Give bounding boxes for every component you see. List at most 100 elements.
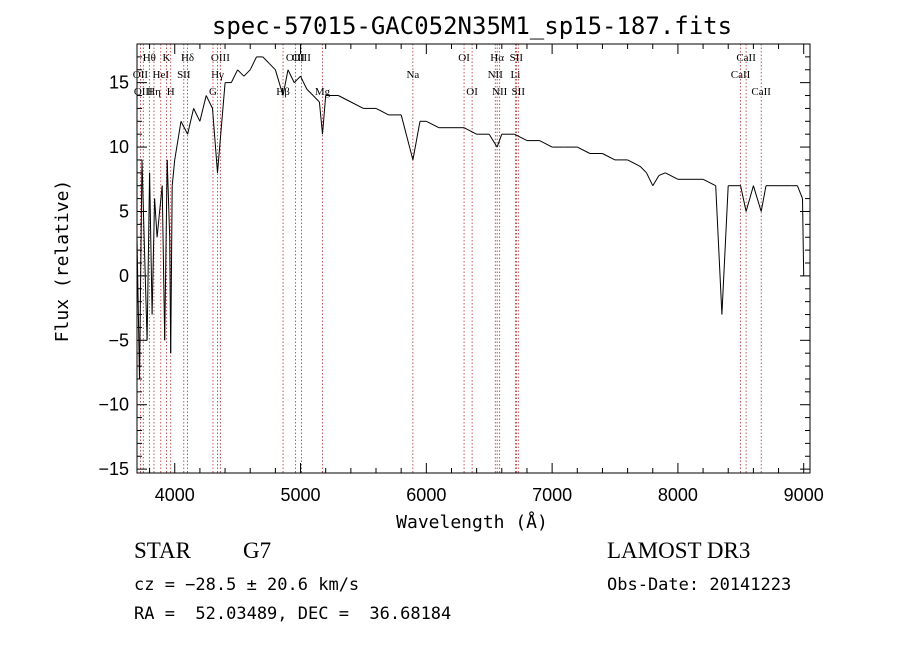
- chart-title: spec-57015-GAC052N35M1_sp15-187.fits: [212, 12, 732, 40]
- plot-frame: [136, 43, 811, 474]
- line-label-27: CaII: [751, 86, 771, 98]
- line-label-26: CaII: [731, 69, 751, 81]
- flux-segment-0-75: [702, 178, 716, 187]
- flux-segment-0-47: [400, 114, 414, 161]
- flux-segment-0-8: [156, 211, 161, 238]
- coordinates: RA = 52.03489, DEC = 36.68184: [134, 604, 452, 624]
- line-label-23: Li: [510, 69, 520, 81]
- line-label-20: NII: [488, 69, 504, 81]
- line-label-2: OIII: [134, 86, 153, 98]
- flux-segment-0-58: [514, 133, 528, 142]
- observation-date: Obs-Date: 20141223: [607, 575, 792, 595]
- flux-segment-0-42: [338, 95, 352, 103]
- flux-segment-0-17: [180, 121, 189, 135]
- line-label-21: NII: [492, 86, 508, 98]
- line-label-24: SII: [512, 86, 526, 98]
- flux-segment-0-65: [602, 153, 616, 161]
- flux-segment-0-50: [426, 120, 440, 129]
- line-label-0: Hθ: [143, 52, 156, 64]
- flux-segment-0-77: [721, 185, 729, 315]
- flux-segment-0-4: [146, 172, 151, 341]
- line-label-4: HeI: [153, 69, 170, 81]
- flux-segment-0-27: [243, 69, 251, 77]
- line-label-3: Hη: [147, 86, 161, 98]
- flux-segment-0-25: [230, 69, 239, 83]
- flux-segment-0-34: [287, 69, 295, 83]
- line-label-1: OII: [133, 69, 149, 81]
- y-tick-label--10: −10: [98, 395, 129, 415]
- flux-segment-0-63: [577, 146, 591, 154]
- x-tick-label-5000: 5000: [281, 485, 321, 505]
- y-tick-label--5: −5: [108, 330, 129, 350]
- flux-segment-0-36: [300, 75, 308, 90]
- line-label-14: OIII: [292, 52, 311, 64]
- y-axis-label: Flux (relative): [52, 180, 73, 343]
- flux-segment-0-5: [149, 172, 153, 315]
- x-tick-label-6000: 6000: [406, 485, 446, 505]
- flux-segment-0-10: [161, 185, 166, 341]
- flux-segment-0-48: [412, 121, 421, 160]
- flux-series: [136, 56, 805, 380]
- line-label-17: OI: [458, 52, 470, 64]
- flux-segment-0-6: [151, 198, 156, 315]
- flux-segment-0-26: [237, 69, 245, 77]
- flux-segment-0-68: [639, 166, 647, 174]
- y-tick-label-5: 5: [119, 201, 129, 221]
- flux-segment-0-43: [350, 101, 364, 109]
- flux-segment-0-23: [217, 82, 226, 173]
- flux-segment-0-3: [144, 250, 148, 341]
- x-tick-label-8000: 8000: [658, 485, 698, 505]
- line-label-13: OIII: [286, 52, 305, 64]
- line-label-5: K: [162, 52, 170, 64]
- y-tick-label-10: 10: [109, 137, 129, 157]
- redshift-cz: cz = −28.5 ± 20.6 km/s: [134, 575, 360, 595]
- line-label-10: Hγ: [211, 69, 224, 81]
- line-label-16: Na: [406, 69, 419, 81]
- flux-segment-0-30: [262, 56, 270, 64]
- line-label-6: H: [167, 86, 175, 98]
- flux-segment-0-31: [268, 62, 276, 71]
- flux-segment-0-69: [646, 172, 654, 186]
- line-label-15: Mg: [315, 86, 331, 98]
- flux-segment-0-79: [740, 185, 747, 212]
- flux-segment-0-12: [166, 159, 171, 238]
- x-tick-label-7000: 7000: [532, 485, 572, 505]
- flux-segment-0-76: [715, 185, 723, 315]
- line-label-25: CaII: [736, 52, 756, 64]
- line-label-11: G: [209, 86, 217, 98]
- flux-segment-0-82: [760, 185, 767, 212]
- flux-segment-0-40: [322, 95, 327, 135]
- flux-segment-0-16: [174, 121, 182, 160]
- flux-segment-0-1: [139, 159, 143, 380]
- line-label-18: OI: [466, 86, 478, 98]
- line-label-22: SII: [510, 52, 524, 64]
- object-class: STAR: [134, 538, 191, 563]
- line-label-8: Hδ: [181, 52, 194, 64]
- flux-segment-0-28: [249, 56, 257, 71]
- flux-segment-0-71: [658, 172, 666, 176]
- flux-segment-0-56: [496, 134, 503, 148]
- flux-segment-0-86: [796, 185, 803, 199]
- flux-segment-0-2: [141, 159, 145, 251]
- flux-segment-0-32: [274, 69, 284, 96]
- object-subclass: G7: [243, 538, 272, 563]
- flux-segment-0-21: [205, 95, 213, 109]
- flux-segment-0-39: [318, 101, 323, 135]
- x-axis-label: Wavelength (Å): [396, 511, 548, 533]
- flux-segment-0-70: [652, 175, 660, 186]
- line-label-9: OIII: [211, 52, 230, 64]
- y-tick-label-0: 0: [119, 266, 129, 286]
- flux-segment-0-55: [488, 133, 498, 148]
- flux-segment-0-35: [293, 75, 301, 83]
- flux-segment-0-15: [171, 159, 176, 186]
- flux-segment-0-22: [212, 108, 218, 173]
- flux-segment-0-53: [463, 127, 477, 135]
- y-tick-label--15: −15: [98, 459, 129, 479]
- flux-segment-0-67: [627, 159, 641, 167]
- flux-segment-0-7: [154, 198, 158, 238]
- line-label-7: SII: [177, 69, 191, 81]
- flux-segment-0-9: [159, 185, 163, 212]
- flux-segment-0-80: [745, 185, 754, 212]
